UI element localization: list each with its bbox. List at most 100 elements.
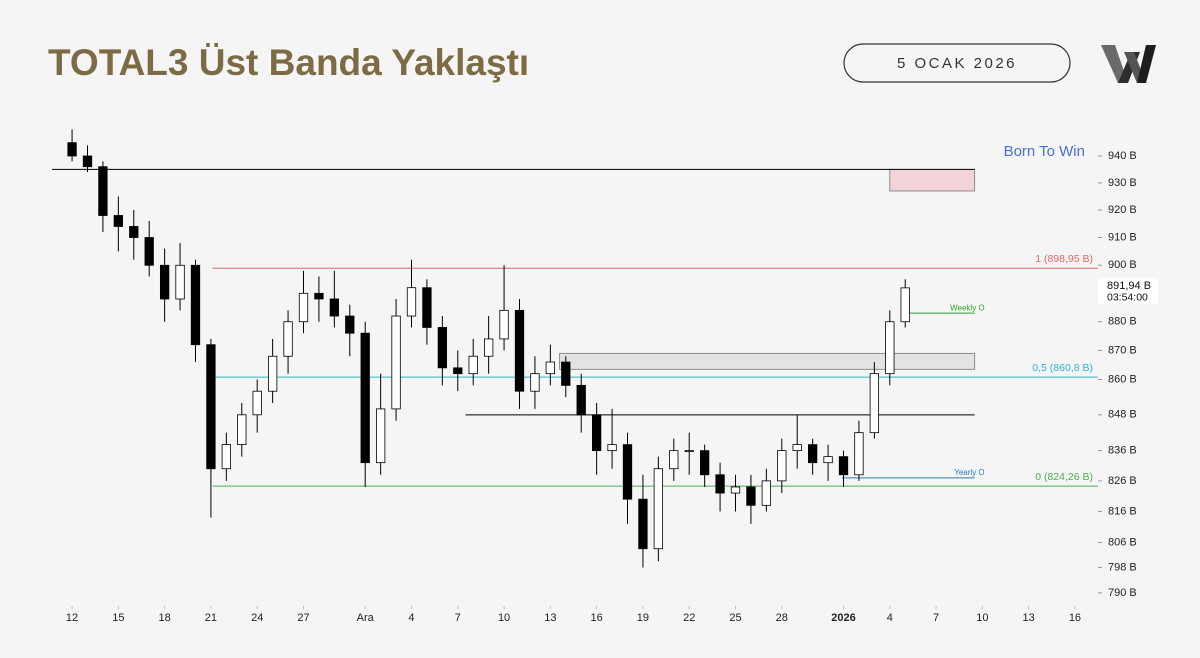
candle-body: [746, 486, 756, 506]
logo-stroke: [1137, 45, 1156, 83]
y-tick-label: 910 B: [1108, 231, 1137, 243]
x-tick-label: 16: [591, 612, 603, 624]
candle-body: [499, 309, 509, 340]
candle-body: [808, 444, 818, 464]
x-tick-label: 19: [637, 612, 649, 624]
zone: [889, 168, 976, 192]
candle-body: [761, 480, 772, 506]
y-tick-label: 826 B: [1108, 475, 1137, 487]
y-tick-label: 816 B: [1108, 505, 1137, 517]
candle-body: [669, 450, 679, 470]
candle-body: [514, 309, 525, 392]
candle-body: [792, 444, 802, 452]
candle-body: [206, 344, 216, 470]
candle-body: [375, 408, 386, 464]
candle-body: [700, 450, 710, 476]
candle-body: [854, 432, 864, 476]
candle-body: [653, 468, 664, 550]
candle-body: [329, 298, 339, 317]
y-tick-label: 806 B: [1108, 536, 1137, 548]
candle-body: [823, 456, 833, 464]
candle-body: [67, 142, 77, 157]
candle-body: [144, 237, 154, 266]
candle-body: [221, 444, 231, 470]
candle-body: [607, 444, 617, 452]
price-label: 891,94 B: [1107, 280, 1151, 292]
x-tick-label: 16: [1069, 612, 1081, 624]
candle-body: [468, 355, 478, 375]
candle-body: [175, 264, 185, 300]
candle-body: [715, 474, 725, 494]
x-tick-label: 22: [683, 612, 695, 624]
candle-body: [622, 444, 633, 500]
logo-stroke: [1101, 45, 1128, 83]
y-tick-label: 930 B: [1108, 177, 1137, 189]
zone: [559, 352, 976, 370]
candle-body: [406, 287, 417, 317]
x-tick-label: 7: [455, 612, 461, 624]
candle-body: [576, 384, 586, 416]
candle-body: [777, 450, 787, 482]
x-tick-label: 4: [408, 612, 414, 624]
y-tick-label: 848 B: [1108, 409, 1137, 421]
y-tick-label: 880 B: [1108, 316, 1137, 328]
level-label: 0,5 (860,8 B): [1032, 362, 1093, 374]
candle-body: [129, 226, 139, 238]
candle-body: [638, 498, 648, 550]
x-tick-label: 25: [729, 612, 741, 624]
candle-body: [190, 264, 201, 346]
x-tick-label: 21: [205, 612, 217, 624]
candle-body: [391, 315, 401, 410]
candle-body: [345, 315, 355, 334]
x-tick-label: 13: [1023, 612, 1035, 624]
y-tick-label: 798 B: [1108, 561, 1137, 573]
x-tick-label: 12: [66, 612, 78, 624]
date: 5 OCAK 2026: [897, 55, 1017, 72]
x-tick-label: 10: [498, 612, 510, 624]
y-tick-label: 940 B: [1108, 150, 1137, 162]
candle-body: [900, 287, 910, 323]
x-tick-label: 2026: [831, 612, 855, 624]
candle-body: [252, 390, 262, 416]
x-tick-label: 24: [251, 612, 263, 624]
candle-body: [437, 327, 447, 369]
level-label: 1 (898,95 B): [1035, 253, 1093, 265]
candle-body: [483, 338, 494, 357]
x-tick-label: 10: [976, 612, 988, 624]
candle-body: [298, 292, 309, 323]
candle-body: [869, 373, 880, 434]
chart: Born To Win 790 B 798 B 806 B 816 B 826 B 836…: [52, 129, 1158, 624]
candle-body: [283, 321, 293, 357]
x-tick-label: 4: [887, 612, 893, 624]
logo: [1101, 45, 1156, 83]
x-tick-label: 28: [776, 612, 788, 624]
candle-body: [730, 486, 741, 494]
y-tick-label: 920 B: [1108, 204, 1137, 216]
y-tick-label: 900 B: [1108, 259, 1137, 271]
candle-body: [592, 414, 602, 452]
candle-body: [82, 155, 93, 168]
candle-body: [684, 450, 694, 453]
y-tick-label: 870 B: [1108, 344, 1137, 356]
x-tick-label: Ara: [357, 612, 375, 624]
x-tick-label: 18: [159, 612, 171, 624]
candle-body: [113, 215, 123, 227]
y-tick-label: 836 B: [1108, 445, 1137, 457]
candle-body: [267, 355, 278, 392]
date-pill: [843, 43, 1071, 83]
candle-body: [453, 367, 463, 375]
candle-body: [314, 292, 324, 300]
candle-body: [159, 264, 170, 300]
y-tick-label: 860 B: [1108, 373, 1137, 385]
candle-body: [237, 414, 247, 446]
countdown: 03:54:00: [1107, 292, 1148, 304]
level-label: 0 (824,26 B): [1035, 471, 1093, 483]
candle-body: [838, 456, 849, 476]
candle-body: [422, 287, 432, 328]
x-tick-label: 7: [933, 612, 939, 624]
candle-body: [545, 361, 555, 375]
candle-body: [98, 166, 108, 216]
level-label: Yearly O: [954, 468, 984, 477]
